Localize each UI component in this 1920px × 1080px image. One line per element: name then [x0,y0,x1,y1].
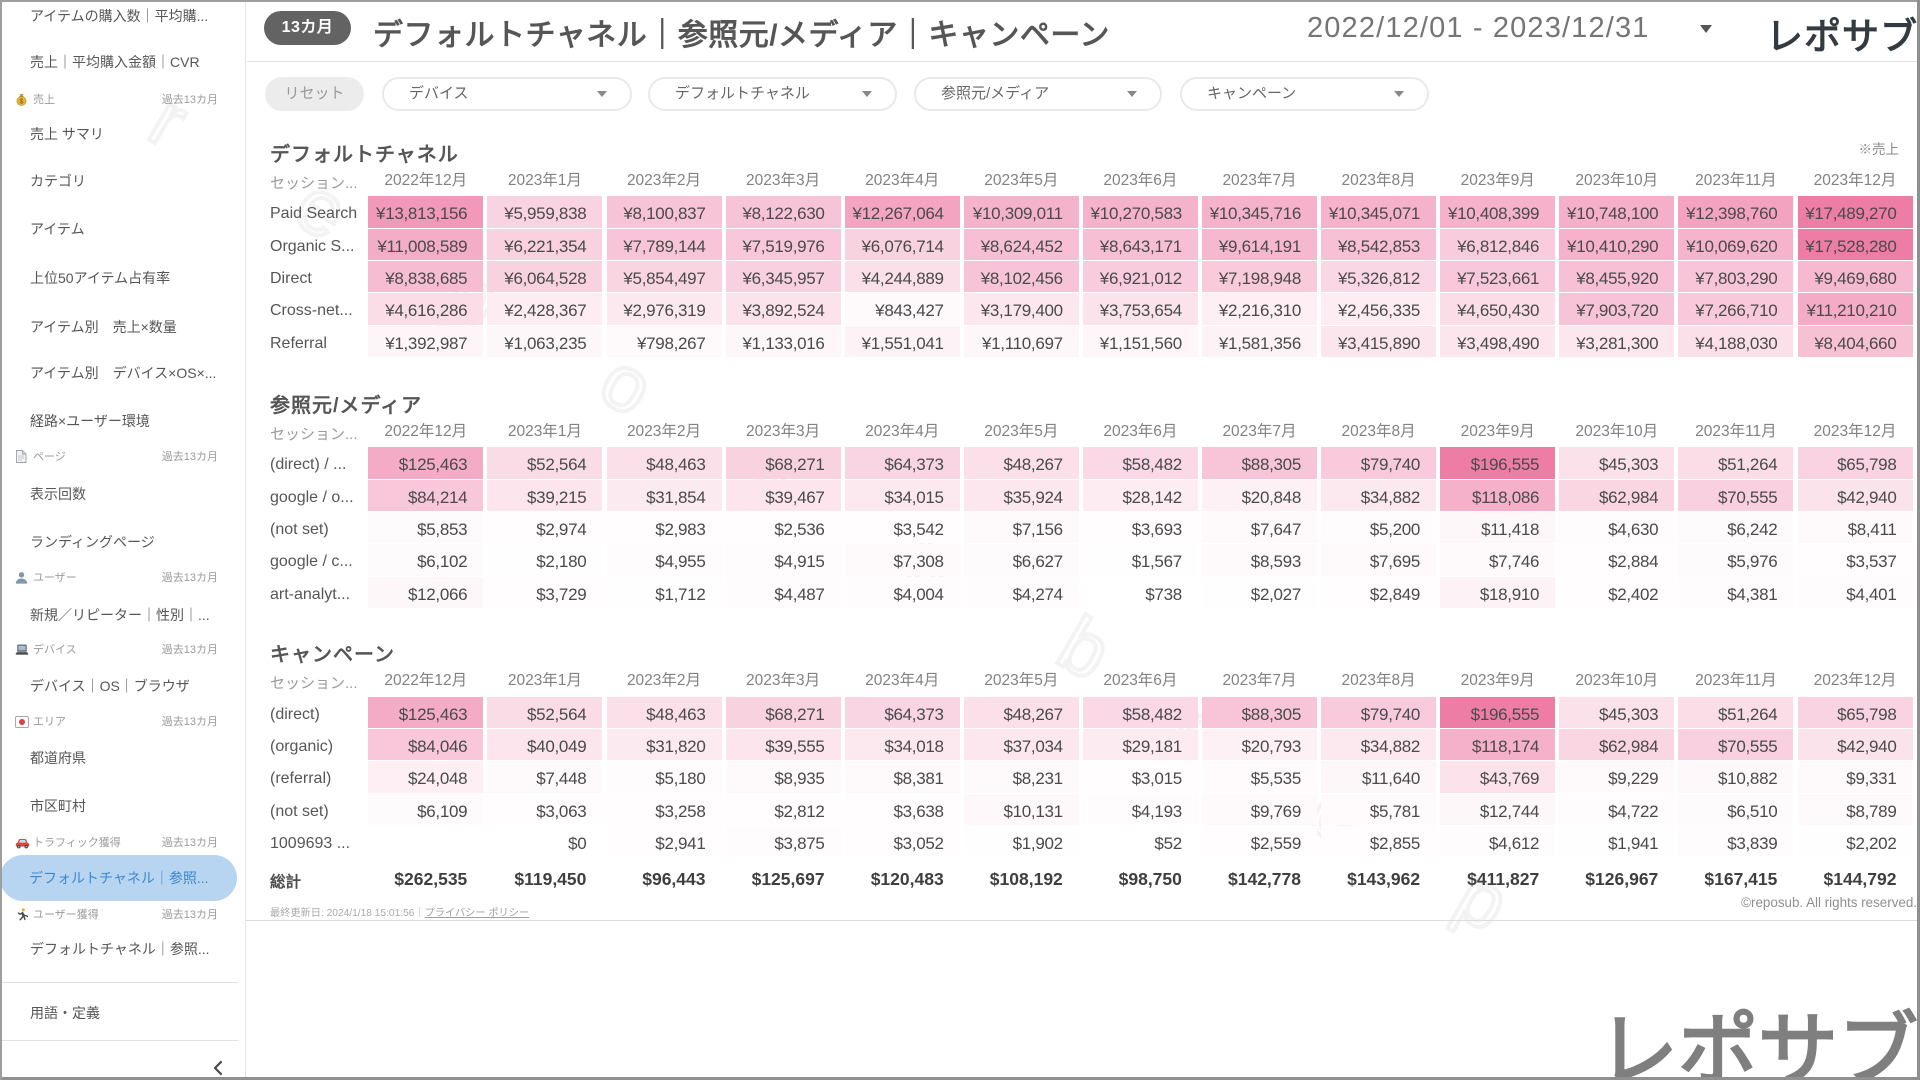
svg-text:$: $ [20,98,24,105]
